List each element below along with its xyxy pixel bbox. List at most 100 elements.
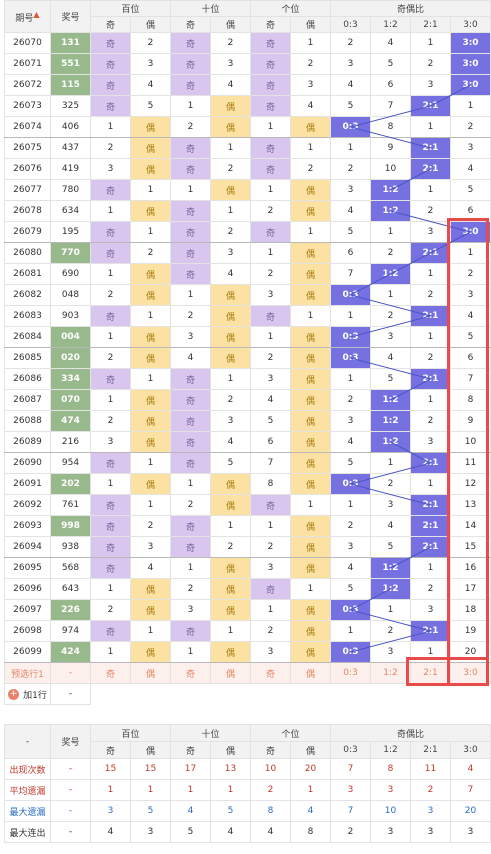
ratio-marker: 2:1 [410, 158, 451, 180]
even-marker: 偶 [130, 431, 171, 453]
odd-marker: 奇 [250, 305, 291, 327]
miss-count-cell: 1 [130, 494, 171, 516]
table-row: 26076 419 3 偶奇 2 奇 2 2 10 2:1 4 [4, 158, 491, 180]
prediction-cell[interactable]: 2:1 [410, 662, 451, 684]
miss-count-cell: 6 [250, 431, 291, 453]
ratio-miss-cell: 1 [410, 389, 451, 411]
miss-count-cell: 1 [290, 137, 331, 159]
table-row: 26084 004 1 偶 3 偶 1 偶 0:3 3 1 5 [4, 326, 491, 348]
ratio-miss-cell: 1 [410, 179, 451, 201]
miss-count-cell: 2 [250, 200, 291, 222]
period-cell: 26072 [4, 74, 51, 96]
ratio-miss-cell: 2 [330, 389, 371, 411]
prize-number-cell: 115 [50, 74, 91, 96]
miss-count-cell: 5 [130, 95, 171, 117]
prediction-cell[interactable]: 偶 [130, 662, 171, 684]
ratio-marker: 2:1 [410, 95, 451, 117]
ratio-marker: 0:3 [330, 284, 371, 306]
miss-count-cell: 1 [250, 242, 291, 264]
prediction-cell[interactable]: 0:3 [330, 662, 371, 684]
stats-value: 13 [210, 758, 251, 780]
even-marker: 偶 [290, 263, 331, 285]
miss-count-cell: 4 [210, 74, 251, 96]
miss-count-cell: 3 [210, 410, 251, 432]
odd-marker: 奇 [170, 200, 211, 222]
ratio-miss-cell: 1 [330, 494, 371, 516]
ratio-marker: 1:2 [370, 431, 411, 453]
prize-number-cell: 406 [50, 116, 91, 138]
miss-count-cell: 1 [90, 116, 131, 138]
prize-number-cell: 437 [50, 137, 91, 159]
even-header: 偶 [210, 16, 251, 33]
even-marker: 偶 [290, 179, 331, 201]
ratio-miss-cell: 3 [410, 599, 451, 621]
stats-value: 5 [170, 821, 211, 843]
prediction-cell[interactable]: 偶 [290, 662, 331, 684]
ratio-miss-cell: 20 [450, 641, 491, 663]
miss-count-cell: 5 [250, 410, 291, 432]
miss-count-cell: 7 [250, 452, 291, 474]
ratio-miss-cell: 2 [330, 158, 371, 180]
stats-value: 8 [250, 800, 291, 822]
odd-marker: 奇 [250, 32, 291, 54]
period-header[interactable]: 期号▲ [4, 0, 51, 33]
miss-count-cell: 3 [170, 599, 211, 621]
prediction-prize: - [50, 662, 91, 684]
miss-count-cell: 3 [170, 326, 211, 348]
miss-count-cell: 1 [210, 137, 251, 159]
ratio-miss-cell: 6 [450, 200, 491, 222]
period-cell: 26088 [4, 410, 51, 432]
ratio-miss-cell: 5 [450, 179, 491, 201]
ratio-miss-cell: 3 [370, 494, 411, 516]
miss-count-cell: 2 [210, 221, 251, 243]
period-cell: 26074 [4, 116, 51, 138]
prediction-cell[interactable]: 偶 [210, 662, 251, 684]
plus-icon[interactable]: + [8, 688, 20, 700]
prediction-cell[interactable]: 奇 [90, 662, 131, 684]
prediction-cell[interactable]: 3:0 [450, 662, 491, 684]
ratio-miss-cell: 11 [450, 452, 491, 474]
odd-marker: 奇 [170, 515, 211, 537]
prize-number-cell: 226 [50, 599, 91, 621]
add-row-button[interactable]: + 加1行 [4, 683, 51, 705]
miss-count-cell: 2 [170, 578, 211, 600]
even-marker: 偶 [290, 599, 331, 621]
prediction-cell[interactable]: 奇 [250, 662, 291, 684]
even-marker: 偶 [210, 284, 251, 306]
ratio-miss-cell: 9 [450, 410, 491, 432]
ratio-marker: 0:3 [330, 347, 371, 369]
miss-count-cell: 2 [250, 347, 291, 369]
sort-asc-icon[interactable]: ▲ [33, 9, 40, 19]
ratio-miss-cell: 6 [450, 347, 491, 369]
even-marker: 偶 [130, 137, 171, 159]
odd-marker: 奇 [170, 242, 211, 264]
ratio-header: 0:3 [330, 741, 371, 759]
ratio-miss-cell: 1 [410, 32, 451, 54]
miss-count-cell: 3 [250, 641, 291, 663]
prediction-cell[interactable]: 1:2 [370, 662, 411, 684]
even-marker: 偶 [130, 347, 171, 369]
stats-value: 10 [250, 758, 291, 780]
stats-value: 15 [90, 758, 131, 780]
even-marker: 偶 [210, 599, 251, 621]
prize-number-cell: 780 [50, 179, 91, 201]
ratio-miss-cell: 2 [410, 53, 451, 75]
stats-value: 10 [370, 800, 411, 822]
odd-marker: 奇 [250, 221, 291, 243]
prize-number-cell: 325 [50, 95, 91, 117]
group-tens: 十位 [170, 0, 251, 17]
ratio-miss-cell: 3 [330, 53, 371, 75]
miss-count-cell: 1 [170, 557, 211, 579]
even-marker: 偶 [290, 557, 331, 579]
header-table: 期号▲ 奖号 百位 十位 个位 奇偶比 奇 偶 奇 偶 奇 偶 0:3 1:2 … [4, 0, 491, 33]
ratio-miss-cell: 3 [410, 74, 451, 96]
odd-marker: 奇 [170, 221, 211, 243]
even-marker: 偶 [130, 263, 171, 285]
miss-count-cell: 1 [90, 473, 131, 495]
prediction-cell[interactable]: 奇 [170, 662, 211, 684]
miss-count-cell: 1 [130, 221, 171, 243]
ratio-miss-cell: 4 [330, 74, 371, 96]
odd-marker: 奇 [170, 263, 211, 285]
stats-dash: - [50, 779, 91, 801]
even-marker: 偶 [290, 284, 331, 306]
